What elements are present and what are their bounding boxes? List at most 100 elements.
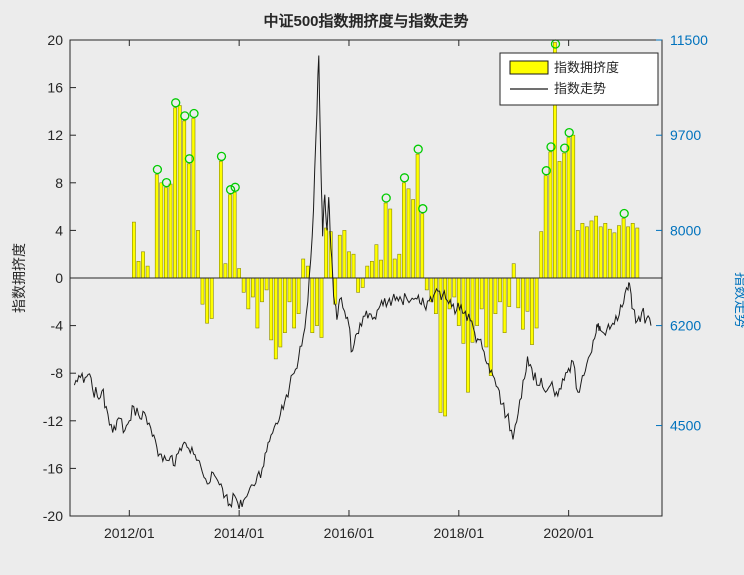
bar [557, 161, 562, 279]
left-axis-label: 指数拥挤度 [11, 243, 27, 313]
right-axis-label: 指数走势 [733, 272, 744, 328]
bar [543, 175, 548, 279]
index-trend-line [73, 55, 652, 510]
peak-marker-circle [564, 127, 574, 138]
bar [511, 263, 516, 279]
bar [603, 223, 608, 279]
peak-marker-circle [189, 108, 199, 119]
bar [182, 120, 187, 279]
bar [488, 277, 493, 376]
bar [502, 277, 507, 334]
x-tick-label: 2018/01 [434, 525, 485, 541]
bar [598, 226, 603, 279]
bar [164, 187, 168, 279]
bar [516, 277, 521, 309]
bar [534, 277, 539, 329]
peak-marker-circle [230, 182, 240, 192]
bar [612, 232, 617, 279]
bar [584, 226, 589, 279]
right-tick-label: 4500 [670, 418, 701, 434]
legend-bar-swatch [509, 60, 549, 75]
chart-title: 中证500指数拥挤度与指数走势 [263, 13, 469, 30]
peak-marker-circle [161, 177, 172, 188]
bar [260, 277, 264, 303]
bar [315, 277, 319, 326]
bar [337, 234, 342, 279]
bar [232, 192, 237, 279]
bar [392, 258, 397, 279]
bar [411, 199, 416, 279]
bar [589, 220, 594, 279]
bar [196, 230, 200, 279]
y-tick-label: 16 [47, 80, 63, 96]
bar [406, 188, 411, 279]
bar [415, 153, 420, 279]
bar [507, 277, 512, 307]
bar [168, 183, 173, 279]
y-tick-label: 12 [47, 127, 63, 143]
bar [228, 194, 232, 279]
peak-marker-circle [418, 204, 428, 214]
legend-bar-label: 指数拥挤度 [554, 60, 619, 75]
bar [356, 277, 361, 293]
bar [420, 213, 425, 279]
bar [635, 227, 640, 279]
bar [539, 231, 544, 279]
bar [223, 263, 228, 279]
y-tick-label: -16 [43, 460, 63, 476]
peak-marker-circle [413, 144, 423, 154]
y-tick-label: -12 [43, 413, 63, 429]
bar [205, 277, 210, 324]
bar [241, 277, 246, 293]
bar [145, 265, 150, 279]
bar [351, 253, 356, 279]
bar [456, 277, 461, 326]
bar [209, 277, 214, 319]
bar [251, 277, 255, 298]
bar [424, 277, 429, 291]
bar [365, 265, 370, 279]
bar [498, 277, 502, 303]
bar [141, 251, 145, 279]
bar [237, 268, 242, 279]
bar [282, 277, 287, 334]
bar [177, 105, 182, 279]
bar [173, 107, 178, 279]
x-tick-label: 2016/01 [324, 525, 375, 541]
bar [475, 277, 480, 326]
bar [255, 277, 260, 329]
bar [626, 226, 631, 279]
x-tick-label: 2014/01 [214, 525, 265, 541]
bar [264, 277, 269, 291]
peak-marker-circle [180, 111, 190, 121]
peak-marker-circle [399, 173, 410, 183]
y-axis-left: -20 -16 -12 -8 -4 0 4 8 12 16 20 [43, 32, 76, 524]
bar [562, 152, 567, 279]
bar [433, 277, 438, 315]
bar [301, 258, 306, 279]
bar [530, 277, 534, 345]
peak-marker-circle [171, 98, 181, 108]
bar [219, 161, 223, 279]
y-tick-label: 4 [55, 222, 63, 238]
bar [630, 223, 635, 279]
bar [452, 277, 457, 298]
bar [525, 277, 530, 312]
legend-line-label: 指数走势 [554, 81, 606, 96]
bar [571, 134, 576, 279]
bar [379, 259, 383, 279]
bar [200, 277, 205, 305]
bar [292, 277, 297, 329]
bar [383, 202, 388, 279]
bar [324, 227, 329, 279]
bar [617, 225, 621, 279]
bar [374, 244, 379, 279]
bar [191, 118, 196, 279]
bar [566, 137, 571, 279]
bar [520, 277, 525, 330]
bar [269, 277, 274, 341]
bar [159, 182, 164, 279]
bar [136, 260, 141, 279]
